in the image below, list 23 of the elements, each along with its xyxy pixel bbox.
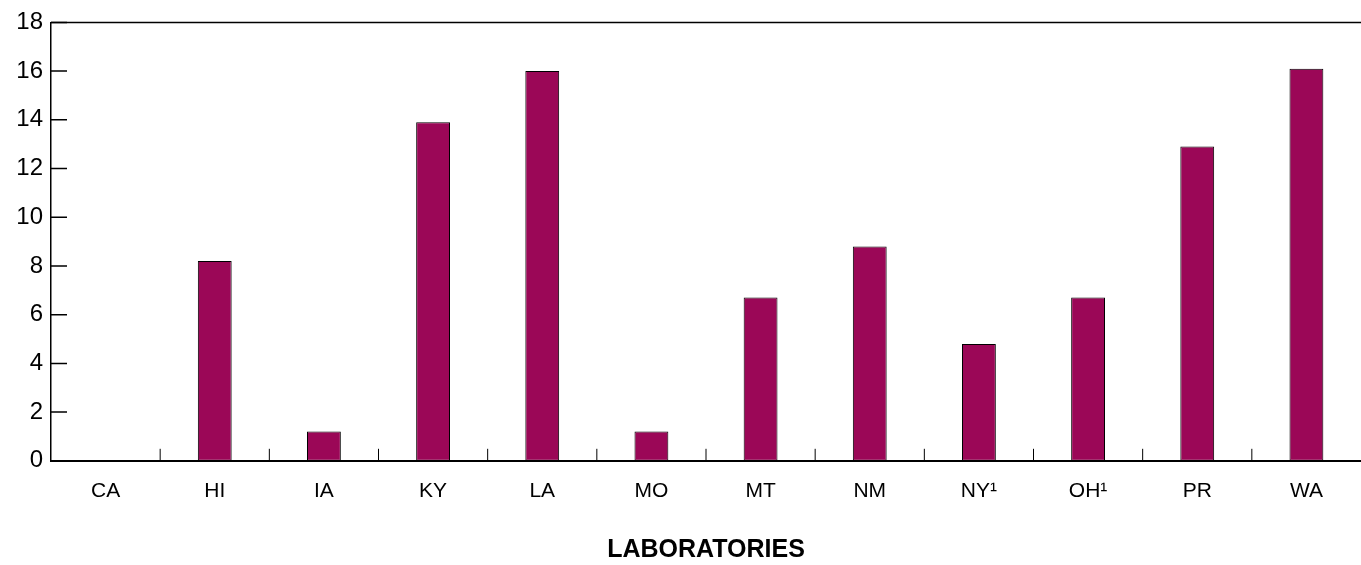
x-tick-label: OH¹ xyxy=(1068,478,1108,502)
x-tick-label: LA xyxy=(529,478,556,502)
x-tick-label: HI xyxy=(204,478,226,502)
y-tick-label: 2 xyxy=(29,396,43,424)
x-tick-label: IA xyxy=(313,478,334,502)
y-tick-label: 14 xyxy=(16,104,43,132)
y-tick-label: 0 xyxy=(29,445,43,473)
x-tick-label: PR xyxy=(1182,478,1212,502)
y-tick-label: 16 xyxy=(16,55,43,83)
x-tick-label: WA xyxy=(1289,478,1323,502)
y-tick-label: 4 xyxy=(29,348,43,375)
x-axis-title: LABORATORIES xyxy=(607,533,805,562)
x-tick-label: MO xyxy=(634,478,669,502)
y-tick-label: 10 xyxy=(16,201,43,229)
x-tick-label: NM xyxy=(853,478,887,502)
y-tick-label: 12 xyxy=(16,153,43,181)
y-tick-label: 18 xyxy=(16,7,43,35)
x-tick-label: MT xyxy=(745,478,776,502)
y-tick-label: 6 xyxy=(29,299,43,327)
x-tick-label: CA xyxy=(90,478,121,502)
x-tick-label: KY xyxy=(419,478,448,502)
y-tick-label: 8 xyxy=(29,250,43,278)
x-tick-label: NY¹ xyxy=(960,478,997,502)
